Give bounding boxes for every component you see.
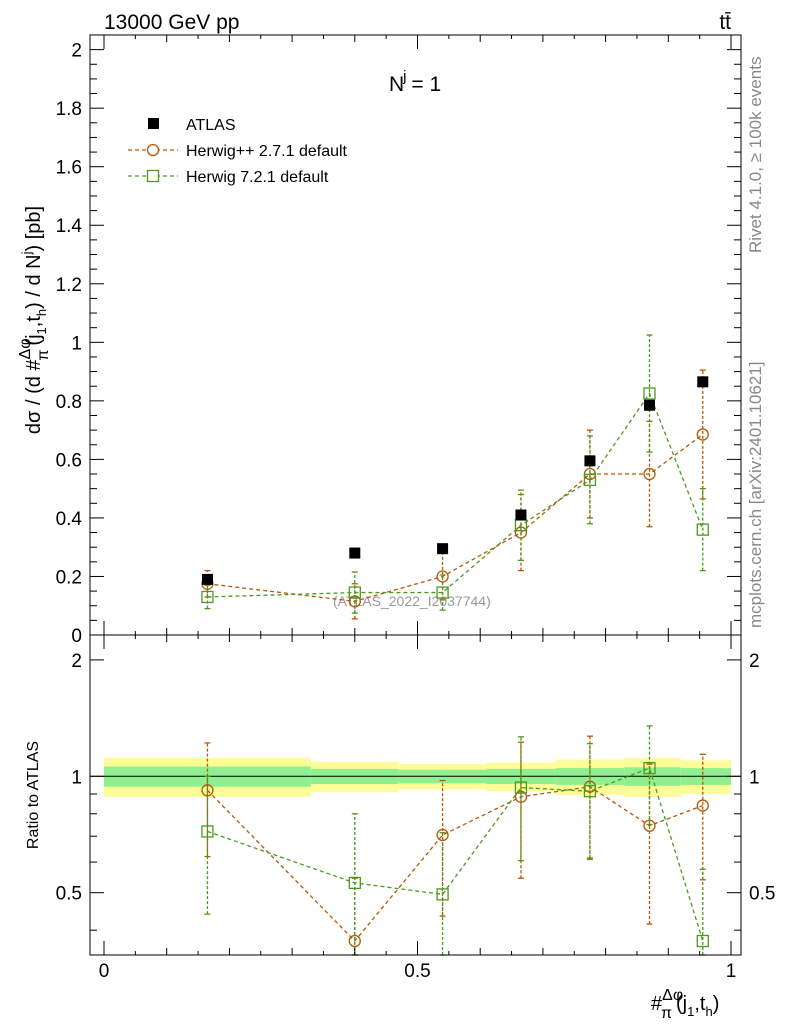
main-plot-area: [90, 35, 741, 635]
main-ytick-label: 1: [71, 333, 82, 354]
main-panel: (ATLAS_2022_I2037744) 0 0.2 0.4 0.6 0.8 1 1.2 1…: [17, 34, 742, 647]
x-title-part-2: Δφ: [662, 987, 683, 1004]
legend-label-herwig7: Herwig 7.2.1 default: [186, 169, 329, 186]
ratio-ytick-label: 2: [71, 651, 82, 672]
mcplots-label: mcplots.cern.ch [arXiv:2401.10621]: [746, 362, 765, 628]
main-ytick-label: 0.4: [56, 509, 83, 530]
main-point-herwig-7-2-1-default: [696, 523, 709, 536]
y-title-part-5: 1: [34, 327, 49, 334]
ratio-point-herwig-7-2-1-default: [583, 785, 597, 798]
main-y-axis-title-text: dσ / (d #Δφπ (j1,th) / d Nj) [pb]: [17, 206, 52, 434]
ratio-line-herwig-2-7-1-default: [206, 786, 704, 942]
panel-title: Nj = 1: [389, 68, 441, 96]
x-title-part-8: ): [713, 993, 720, 1015]
ratio-ytick-label-right: 0.5: [749, 884, 775, 905]
y-title-part-3: π: [35, 350, 52, 361]
header-process-label: tt̄: [719, 11, 731, 34]
y-title-part-7: h: [34, 309, 49, 316]
main-point-herwig-7-2-1-default: [436, 586, 449, 599]
ratio-point-herwig-2-7-1-default: [643, 819, 656, 832]
y-title-part-4: (j: [23, 334, 45, 345]
x-title-part-7: h: [705, 1004, 712, 1019]
legend-marker-herwig7: [146, 169, 160, 183]
main-ytick-label: 1.4: [56, 216, 83, 237]
main-ytick-label: 1.8: [56, 99, 82, 120]
main-point-atlas: [697, 376, 709, 388]
main-point-herwig-7-2-1-default: [583, 473, 597, 487]
ratio-ytick-label: 0.5: [56, 884, 82, 905]
ratio-ytick-label: 1: [71, 767, 82, 788]
ratio-series-herwig-7-2-1-default: [201, 725, 709, 956]
analysis-watermark: (ATLAS_2022_I2037744): [333, 593, 491, 609]
header-energy-label: 13000 GeV pp: [104, 11, 239, 34]
main-point-atlas: [201, 573, 213, 585]
ratio-point-herwig-7-2-1-default: [348, 876, 361, 890]
ratio-plot-frame: [89, 634, 742, 956]
ratio-point-herwig-7-2-1-default: [696, 934, 709, 948]
legend-label-atlas: ATLAS: [186, 117, 236, 134]
y-title-part-2: Δφ: [17, 339, 34, 360]
ratio-ytick-label-right: 2: [749, 651, 760, 672]
main-point-herwig-2-7-1-default: [643, 467, 656, 481]
ratio-panel: 0.5 0.51 12 20 0.5 1 Ratio to ATLAS #Δφ π (j1,t…: [25, 634, 775, 1022]
ratio-point-herwig-2-7-1-default: [696, 799, 709, 812]
ratio-point-herwig-7-2-1-default: [514, 781, 528, 794]
rivet-version-label: Rivet 4.1.0, ≥ 100k events: [746, 57, 765, 253]
xtick-label: 0.5: [404, 961, 430, 982]
y-title-part-1: dσ / (d #: [23, 359, 45, 434]
x-title-part-3: π: [661, 1005, 672, 1022]
y-title-part-10: ) [pb]: [23, 206, 45, 252]
panel-title-rest: = 1: [406, 73, 442, 96]
y-title-part-8: ) / d N: [23, 254, 45, 308]
x-title-part-1: #: [651, 993, 663, 1015]
main-series-atlas: [201, 376, 709, 585]
legend: ATLAS Herwig++ 2.7.1 default Herwig 7.2.…: [128, 117, 348, 186]
ratio-ytick-label-right: 1: [749, 767, 760, 788]
x-title-part-6: ,t: [694, 993, 706, 1015]
ratio-y-axis-title: Ratio to ATLAS: [25, 741, 42, 849]
panel-title-sup: j: [402, 68, 406, 85]
main-point-atlas: [437, 543, 449, 555]
main-point-herwig-7-2-1-default: [348, 586, 361, 599]
main-point-herwig-2-7-1-default: [436, 570, 449, 583]
x-title-part-4: (j: [676, 993, 687, 1015]
main-ytick-label: 0.6: [56, 450, 82, 471]
main-point-atlas: [584, 455, 596, 467]
main-point-herwig-7-2-1-default: [643, 387, 656, 400]
main-ytick-label: 0: [71, 626, 82, 647]
ratio-point-herwig-2-7-1-default: [514, 790, 528, 803]
legend-marker-atlas: [148, 118, 159, 129]
legend-label-herwigpp: Herwig++ 2.7.1 default: [186, 143, 348, 160]
x-title-part-5: 1: [687, 1004, 694, 1019]
main-ytick-label: 1.2: [56, 275, 82, 296]
main-ytick-label: 0.8: [56, 392, 82, 413]
y-title-part-9: j: [19, 251, 34, 255]
xtick-label: 1: [726, 961, 737, 982]
main-point-atlas: [349, 547, 361, 559]
main-ytick-label: 0.2: [56, 567, 82, 588]
main-ytick-label: 2: [71, 41, 82, 62]
ratio-point-herwig-7-2-1-default: [643, 761, 656, 775]
main-point-herwig-2-7-1-default: [696, 428, 709, 441]
legend-marker-herwigpp: [146, 143, 160, 157]
main-ytick-label: 1.6: [56, 158, 82, 179]
panel-title-main: N: [389, 73, 404, 96]
main-point-herwig-7-2-1-default: [201, 590, 214, 604]
ratio-point-herwig-7-2-1-default: [436, 888, 449, 901]
main-y-axis-title: dσ / (d #Δφπ (j1,th) / d Nj) [pb]: [17, 206, 52, 434]
ratio-point-herwig-7-2-1-default: [201, 825, 214, 838]
ratio-point-herwig-2-7-1-default: [436, 828, 449, 842]
ratio-point-herwig-2-7-1-default: [348, 934, 361, 948]
xtick-label: 0: [99, 961, 110, 982]
main-series-herwig-7-2-1-default: [201, 334, 709, 614]
ratio-point-herwig-2-7-1-default: [201, 784, 214, 797]
main-point-atlas: [515, 509, 527, 521]
main-point-atlas: [643, 399, 655, 411]
y-title-part-6: ,t: [23, 316, 45, 328]
x-axis-title: #Δφ π (j1,th): [651, 987, 719, 1022]
